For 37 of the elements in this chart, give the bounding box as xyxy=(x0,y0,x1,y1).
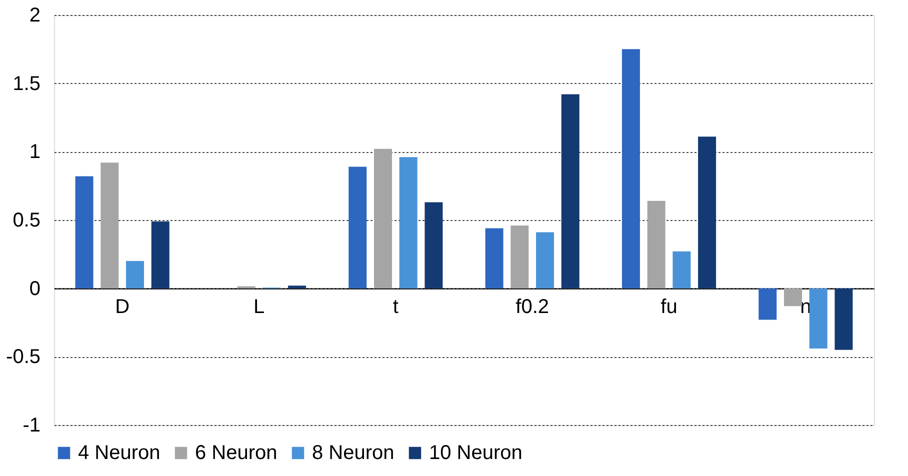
bar xyxy=(698,136,716,288)
x-tick-label: L xyxy=(253,296,265,318)
x-tick-label: D xyxy=(115,296,130,318)
bar xyxy=(561,94,580,288)
bar xyxy=(75,176,94,288)
bar xyxy=(348,166,367,288)
y-tick-label: 0 xyxy=(29,278,40,300)
x-tick-label: fu xyxy=(660,296,678,318)
y-tick-label: 1 xyxy=(29,141,40,164)
bar xyxy=(647,200,666,288)
bar xyxy=(622,49,640,288)
legend-label: 8 Neuron xyxy=(312,442,394,464)
bar xyxy=(784,288,802,306)
bar xyxy=(126,261,144,288)
x-tick-label: f0.2 xyxy=(516,296,550,318)
bar xyxy=(672,251,691,288)
y-tick-label: 0.5 xyxy=(12,210,40,232)
bar xyxy=(151,221,170,288)
bar xyxy=(288,286,306,288)
bar xyxy=(809,288,828,348)
bar xyxy=(485,228,504,288)
bar xyxy=(399,157,418,288)
legend-label: 4 Neuron xyxy=(78,442,160,464)
bar xyxy=(100,162,119,288)
y-tick-label: 2 xyxy=(29,4,40,26)
x-tick-label: t xyxy=(392,296,399,318)
y-tick-label: -1 xyxy=(22,414,40,436)
legend-label: 10 Neuron xyxy=(429,442,522,464)
y-tick-label: -0.5 xyxy=(6,346,40,368)
bar xyxy=(536,232,554,288)
bar xyxy=(510,225,529,288)
legend-label: 6 Neuron xyxy=(195,442,278,464)
bar xyxy=(834,288,853,350)
bar xyxy=(758,288,777,320)
bar xyxy=(374,148,392,288)
y-tick-label: 1.5 xyxy=(12,72,40,95)
bar xyxy=(424,202,443,288)
